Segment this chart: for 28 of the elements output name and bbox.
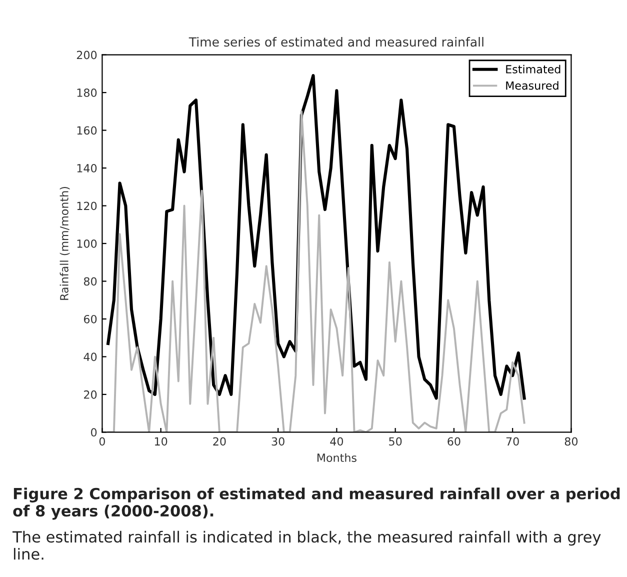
x-tick-label: 80 — [564, 437, 578, 446]
x-axis-title: Months — [317, 453, 356, 462]
y-tick-label: 0 — [91, 428, 97, 437]
legend-label: Measured — [506, 81, 558, 90]
x-tick-label: 0 — [99, 437, 105, 446]
x-tick-label: 30 — [272, 437, 284, 446]
y-tick-label: 80 — [84, 277, 97, 286]
y-tick-label: 100 — [77, 239, 97, 248]
text: The estimated rainfall is indicated in black, the measured rainfall with a grey line. — [12, 530, 601, 560]
caption: Figure 2 Comparison of estimated and measured rainfall over a period of 8 years (2000-2008). — [13, 488, 620, 520]
y-tick-label: 180 — [77, 88, 97, 97]
x-tick-label: 10 — [154, 437, 168, 446]
x-tick-label: 50 — [389, 437, 402, 446]
x-tick-label: 40 — [330, 437, 344, 446]
y-tick-label: 140 — [77, 164, 97, 172]
y-tick-label: 120 — [77, 202, 97, 210]
y-tick-label: 200 — [76, 50, 97, 60]
y-tick-label: 40 — [84, 352, 97, 362]
legend-label: Estimated — [506, 64, 560, 74]
x-tick-label: 70 — [506, 437, 519, 446]
x-tick-label: 20 — [213, 437, 226, 446]
x-tick-label: 60 — [448, 437, 460, 446]
y-tick-label: 20 — [84, 390, 97, 399]
chart-title: Time series of estimated and measured rainfall — [188, 36, 484, 47]
y-axis-title: Rainfall (mm/month) — [60, 186, 70, 300]
line-series — [107, 110, 526, 432]
y-tick-label: 160 — [77, 126, 97, 135]
y-tick-label: 60 — [84, 314, 97, 324]
